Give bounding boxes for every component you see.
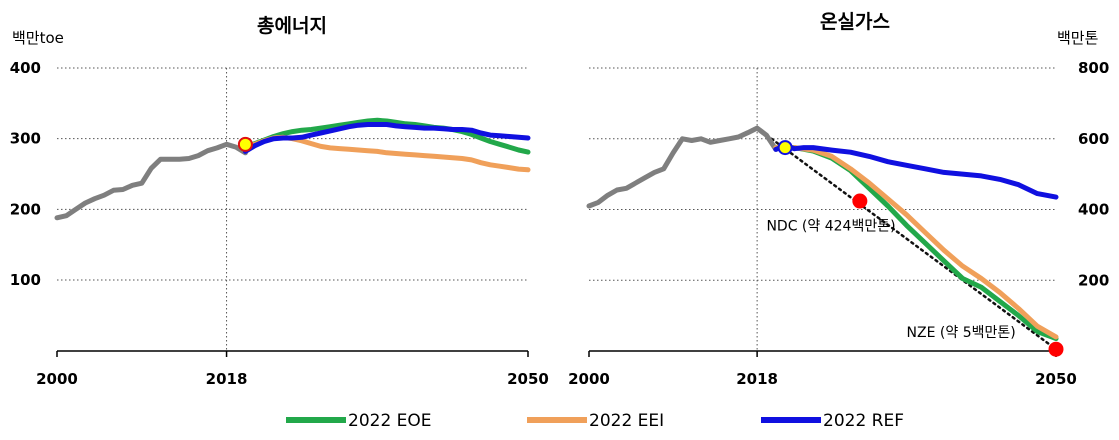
energy-chart-title: 총에너지 xyxy=(257,15,327,37)
chart-legend: 2022 EOE 2022 EEI 2022 REF xyxy=(286,411,904,431)
ghg-series-2022-eei xyxy=(773,145,1059,340)
ghg-chart-title: 온실가스 xyxy=(820,11,890,33)
energy-y-tick-label: 200 xyxy=(10,200,41,218)
energy-series-2022-eoe xyxy=(242,117,531,155)
ghg-target-pathway-line xyxy=(755,126,1058,351)
ghg-y-tick-label: 600 xyxy=(1078,130,1109,148)
ghg-y-tick-label: 800 xyxy=(1078,59,1109,77)
energy-y-tick-label: 100 xyxy=(10,271,41,289)
ghg-annotation: NZE (약 5백만톤) xyxy=(907,325,1016,341)
energy-series-history xyxy=(54,141,248,221)
energy-series-2022-ref xyxy=(242,122,531,154)
ghg-series-2022-eoe xyxy=(773,145,1059,342)
energy-x-tick-label: 2000 xyxy=(36,370,78,388)
ghg-annotation: NDC (약 424백만톤) xyxy=(766,219,895,235)
energy-point-marker xyxy=(237,136,253,152)
ghg-point-marker xyxy=(777,140,793,156)
energy-y-unit: 백만toe xyxy=(12,29,64,47)
energy-y-tick-label: 400 xyxy=(10,59,41,77)
energy-x-tick-label: 2050 xyxy=(507,370,549,388)
ghg-y-tick-label: 200 xyxy=(1078,271,1109,289)
ghg-y-unit: 백만톤 xyxy=(1057,29,1098,47)
legend-label: 2022 EEI xyxy=(589,411,664,431)
ghg-point-marker xyxy=(852,193,868,209)
ghg-point-marker xyxy=(1048,341,1064,357)
ghg-x-tick-label: 2050 xyxy=(1035,370,1077,388)
ghg-y-tick-label: 400 xyxy=(1078,201,1109,219)
ghg-series-2022-ref xyxy=(773,143,1059,200)
ghg-x-tick-label: 2000 xyxy=(568,370,610,388)
ghg-panel: 온실가스 백만톤 800 600 400 200 2000 2018 2050 NDC (약 … xyxy=(568,11,1109,388)
legend-label: 2022 REF xyxy=(823,411,904,431)
energy-panel: 총에너지 백만toe 400 300 200 100 2000 2018 2050 xyxy=(10,15,549,388)
energy-x-tick-label: 2018 xyxy=(206,370,248,388)
energy-y-tick-label: 300 xyxy=(10,130,41,148)
legend-label: 2022 EOE xyxy=(348,411,432,431)
ghg-series-history xyxy=(586,125,779,209)
ghg-x-tick-label: 2018 xyxy=(736,370,778,388)
